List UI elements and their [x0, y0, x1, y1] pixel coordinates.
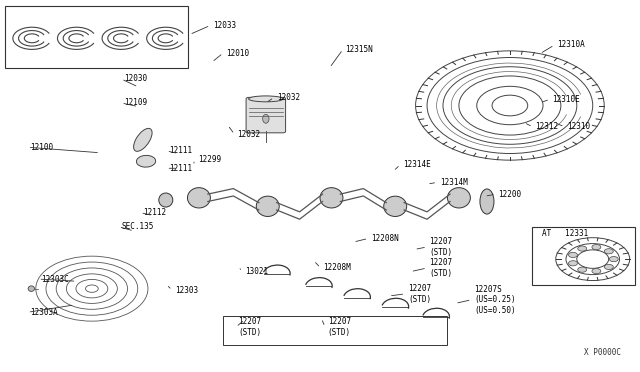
Ellipse shape: [262, 114, 269, 123]
Text: 12207
(STD): 12207 (STD): [429, 237, 452, 257]
Circle shape: [578, 246, 587, 251]
FancyBboxPatch shape: [246, 97, 285, 133]
Text: SEC.135: SEC.135: [121, 222, 154, 231]
Text: 12312: 12312: [536, 122, 559, 131]
Text: 12208M: 12208M: [323, 263, 351, 272]
Text: 12303: 12303: [175, 286, 198, 295]
Circle shape: [592, 269, 601, 274]
Text: 12207
(STD): 12207 (STD): [328, 317, 351, 337]
Text: 12111: 12111: [169, 147, 192, 155]
Ellipse shape: [248, 96, 283, 102]
Text: 12207
(STD): 12207 (STD): [429, 258, 452, 278]
Text: 13021: 13021: [245, 267, 268, 276]
Text: 12207
(STD): 12207 (STD): [239, 317, 262, 337]
Text: 12109: 12109: [124, 99, 147, 108]
Bar: [4, 6, 188, 68]
Ellipse shape: [384, 196, 406, 217]
Text: 12033: 12033: [213, 21, 236, 30]
Text: 12112: 12112: [143, 208, 166, 217]
Text: 12208N: 12208N: [371, 234, 399, 243]
Text: 12207
(STD): 12207 (STD): [408, 284, 431, 304]
Text: 12310A: 12310A: [557, 41, 585, 49]
Text: 12030: 12030: [124, 74, 147, 83]
Ellipse shape: [447, 187, 470, 208]
Ellipse shape: [188, 187, 211, 208]
Ellipse shape: [256, 196, 279, 217]
Text: 12303C: 12303C: [41, 275, 68, 283]
Circle shape: [578, 267, 587, 272]
Ellipse shape: [28, 286, 35, 291]
Text: 12032: 12032: [237, 130, 260, 139]
Text: 12315N: 12315N: [346, 45, 373, 54]
Text: 12010: 12010: [226, 49, 249, 58]
Text: 12299: 12299: [198, 155, 221, 164]
Text: 12310E: 12310E: [552, 95, 580, 104]
Circle shape: [609, 257, 618, 262]
Text: 12310: 12310: [567, 122, 590, 131]
Text: 12303A: 12303A: [30, 308, 58, 317]
Ellipse shape: [136, 155, 156, 167]
Text: 12032: 12032: [276, 93, 300, 102]
Ellipse shape: [480, 189, 494, 214]
Circle shape: [568, 261, 577, 266]
Text: 12314M: 12314M: [440, 178, 468, 187]
Circle shape: [592, 244, 601, 250]
Ellipse shape: [134, 128, 152, 151]
Circle shape: [604, 249, 613, 254]
Ellipse shape: [159, 193, 173, 207]
Text: X P0000C: X P0000C: [584, 347, 621, 357]
Text: 12111: 12111: [169, 164, 192, 173]
Text: 12314E: 12314E: [403, 160, 431, 169]
Ellipse shape: [320, 187, 343, 208]
Bar: [532, 227, 635, 285]
Text: 12100: 12100: [30, 143, 53, 152]
Circle shape: [568, 252, 577, 257]
Text: 12207S
(US=0.25)
(US=0.50): 12207S (US=0.25) (US=0.50): [474, 285, 516, 315]
Circle shape: [604, 264, 613, 270]
Text: AT   12331: AT 12331: [541, 229, 588, 238]
Text: 12200: 12200: [499, 190, 522, 199]
